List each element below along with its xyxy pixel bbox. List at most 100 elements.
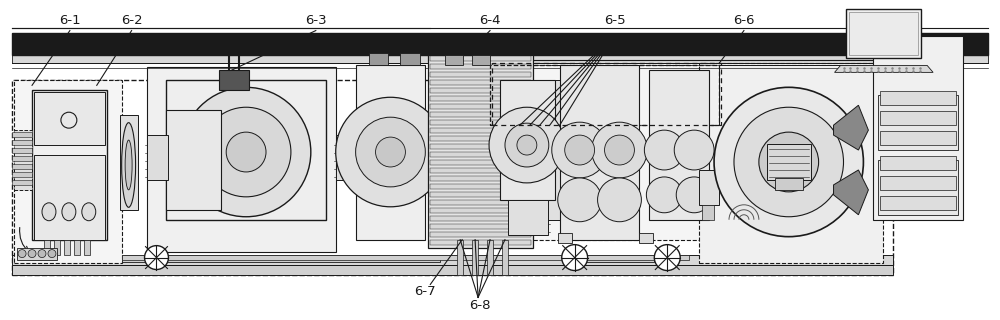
Bar (356, 65, 425, 240)
Circle shape (48, 250, 56, 258)
Bar (430, 120, 531, 125)
Bar (430, 104, 531, 109)
Bar (846, 9, 921, 59)
Bar (880, 176, 956, 190)
Bar (880, 196, 956, 210)
Bar (430, 160, 531, 165)
Circle shape (376, 137, 405, 167)
Bar (430, 128, 531, 133)
Circle shape (18, 250, 26, 258)
Bar (12, 164, 32, 169)
Bar (166, 80, 326, 220)
Circle shape (646, 177, 682, 213)
Bar (502, 240, 508, 275)
Circle shape (181, 87, 311, 217)
Bar (873, 36, 963, 220)
Bar (428, 55, 533, 248)
Bar (430, 176, 531, 181)
Text: 6-4: 6-4 (479, 14, 501, 27)
Circle shape (356, 117, 425, 187)
Bar (219, 70, 249, 90)
Text: 6-2: 6-2 (121, 14, 142, 27)
Bar (430, 80, 531, 85)
Bar (849, 12, 918, 55)
Bar (369, 53, 388, 65)
Ellipse shape (82, 203, 96, 221)
Bar (430, 216, 531, 221)
Text: 6-5: 6-5 (604, 14, 625, 27)
Polygon shape (834, 170, 868, 215)
Circle shape (734, 107, 844, 217)
Circle shape (605, 135, 634, 165)
Bar (12, 33, 988, 55)
Circle shape (598, 178, 641, 222)
Text: 6-3: 6-3 (305, 14, 327, 27)
Text: 6-6: 6-6 (733, 14, 755, 27)
Bar (14, 130, 32, 190)
Bar (12, 55, 988, 63)
Circle shape (201, 107, 291, 197)
Ellipse shape (125, 140, 132, 190)
Circle shape (654, 244, 680, 270)
Bar (12, 265, 893, 275)
Bar (14, 80, 122, 262)
Bar (12, 140, 32, 145)
Bar (430, 184, 531, 189)
Bar (472, 240, 478, 275)
Bar (12, 172, 32, 177)
Bar (336, 135, 354, 180)
Circle shape (552, 122, 608, 178)
Bar (699, 63, 883, 262)
Bar (775, 178, 803, 190)
Bar (560, 65, 639, 240)
Bar (508, 200, 548, 235)
Bar (445, 55, 463, 65)
Bar (12, 180, 32, 185)
Ellipse shape (122, 123, 136, 207)
Text: 6-1: 6-1 (59, 14, 81, 27)
Bar (74, 240, 80, 255)
Bar (880, 111, 956, 125)
Bar (558, 233, 572, 243)
Circle shape (592, 122, 647, 178)
Bar (430, 72, 531, 77)
Circle shape (517, 135, 537, 155)
Bar (492, 65, 716, 240)
Text: 6-7: 6-7 (415, 285, 436, 298)
Bar (430, 56, 531, 61)
Bar (147, 68, 336, 252)
Bar (34, 92, 105, 145)
Polygon shape (835, 65, 933, 72)
Bar (122, 256, 440, 261)
Bar (878, 95, 958, 150)
Bar (430, 208, 531, 213)
Ellipse shape (42, 203, 56, 221)
Circle shape (145, 246, 168, 269)
Circle shape (38, 250, 46, 258)
Bar (12, 255, 893, 265)
Bar (122, 255, 689, 260)
Bar (84, 240, 90, 255)
Bar (12, 132, 32, 137)
Circle shape (676, 177, 712, 213)
Bar (880, 156, 956, 170)
Circle shape (774, 147, 804, 177)
Bar (430, 152, 531, 157)
Bar (880, 91, 956, 105)
Circle shape (714, 87, 863, 237)
Circle shape (505, 123, 549, 167)
Circle shape (558, 178, 602, 222)
Bar (32, 90, 107, 240)
Bar (430, 192, 531, 197)
Bar (472, 55, 490, 65)
Bar (767, 144, 811, 180)
Circle shape (226, 132, 266, 172)
Bar (430, 112, 531, 117)
Circle shape (565, 135, 595, 165)
Bar (430, 168, 531, 173)
Bar (12, 148, 32, 153)
Bar (430, 96, 531, 101)
Bar (880, 131, 956, 145)
Bar (430, 144, 531, 149)
Circle shape (562, 244, 588, 270)
